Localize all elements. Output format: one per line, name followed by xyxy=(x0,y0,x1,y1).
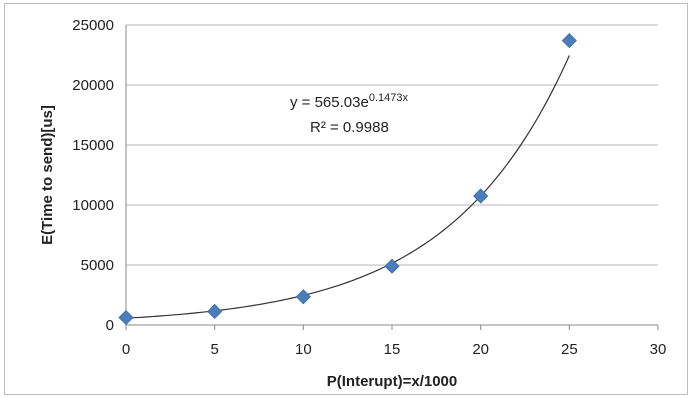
data-point-0-5 xyxy=(561,33,577,49)
data-point-0-4 xyxy=(473,188,489,204)
y-tick-label-2: 10000 xyxy=(72,197,114,214)
data-point-0-0 xyxy=(118,309,134,326)
gridlines xyxy=(126,24,658,266)
x-axis-title: P(Interupt)=x/1000 xyxy=(327,373,457,390)
y-tick-label-4: 20000 xyxy=(72,77,114,94)
y-tick-label-5: 25000 xyxy=(72,17,114,34)
x-tick-label-4: 20 xyxy=(472,341,489,358)
trendline-equation-base: y = 565.03e xyxy=(290,94,369,111)
x-tick-label-1: 5 xyxy=(210,341,218,358)
data-point-0-3 xyxy=(384,258,400,274)
r-squared-label: R² = 0.9988 xyxy=(310,119,389,136)
y-tick-labels: 0 5000 10000 15000 20000 25000 xyxy=(72,17,114,334)
data-point-0-2 xyxy=(295,289,311,305)
axes xyxy=(125,25,659,330)
x-tick-label-3: 15 xyxy=(384,341,401,358)
x-tick-label-6: 30 xyxy=(650,341,667,358)
trendline-equation: y = 565.03e0.1473x xyxy=(290,92,408,111)
trendline-equation-exponent: 0.1473x xyxy=(369,92,409,104)
data-points xyxy=(118,33,577,326)
x-tick-label-5: 25 xyxy=(561,341,578,358)
data-point-0-1 xyxy=(207,303,223,320)
y-axis-title: E(Time to send)[us] xyxy=(39,105,56,245)
y-tick-label-0: 0 xyxy=(106,317,114,334)
x-tick-labels: 0 5 10 15 20 25 30 xyxy=(122,341,667,358)
y-tick-label-1: 5000 xyxy=(81,257,114,274)
x-tick-label-0: 0 xyxy=(122,341,130,358)
y-tick-label-3: 15000 xyxy=(72,137,114,154)
x-tick-label-2: 10 xyxy=(295,341,312,358)
chart-frame xyxy=(4,3,688,395)
trendline xyxy=(125,55,570,319)
